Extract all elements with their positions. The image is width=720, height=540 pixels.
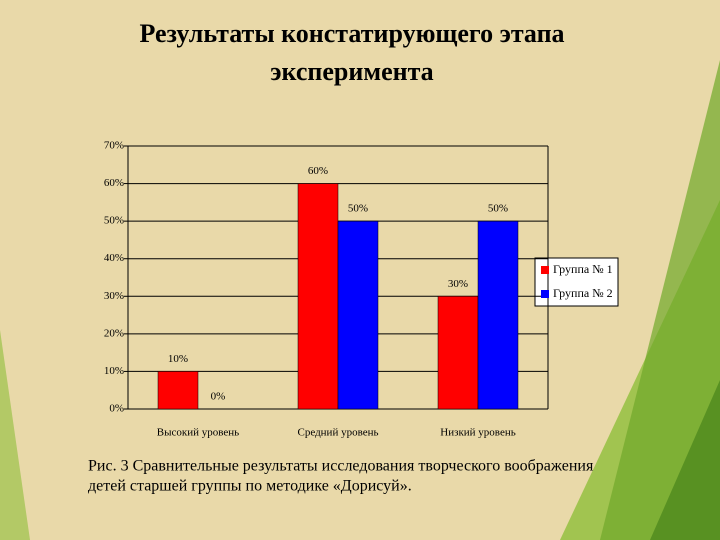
y-tick-label: 40% [104, 252, 124, 264]
y-tick-label: 70% [104, 140, 124, 152]
x-tick-label: Средний уровень [298, 427, 379, 439]
x-tick-label: Низкий уровень [440, 427, 515, 439]
y-tick-label: 20% [104, 327, 124, 339]
chart-title: эксперимента [270, 57, 433, 86]
value-label: 30% [448, 278, 468, 290]
value-label: 0% [211, 391, 226, 403]
caption: Рис. 3 Сравнительные результаты исследов… [88, 458, 594, 475]
legend-label: Группа № 2 [553, 286, 613, 300]
decor-triangle [600, 60, 720, 540]
value-label: 50% [348, 203, 368, 215]
value-label: 10% [168, 353, 188, 365]
bar [477, 220, 519, 410]
legend-swatch [541, 290, 549, 298]
chart-title: Результаты констатирующего этапа [139, 19, 564, 48]
caption: детей старшей группы по методике «Дорису… [88, 478, 412, 495]
decor-triangle [0, 330, 30, 540]
bar [437, 296, 479, 410]
legend-label: Группа № 1 [553, 262, 613, 276]
bar [157, 371, 199, 410]
y-tick-label: 10% [104, 365, 124, 377]
y-tick-label: 60% [104, 177, 124, 189]
y-tick-label: 30% [104, 290, 124, 302]
value-label: 50% [488, 203, 508, 215]
x-tick-label: Высокий уровень [157, 427, 239, 439]
y-tick-label: 0% [109, 403, 124, 415]
bar [297, 183, 339, 410]
decor-triangle [650, 380, 720, 540]
bar [337, 220, 379, 410]
legend-swatch [541, 266, 549, 274]
y-tick-label: 50% [104, 215, 124, 227]
value-label: 60% [308, 165, 328, 177]
